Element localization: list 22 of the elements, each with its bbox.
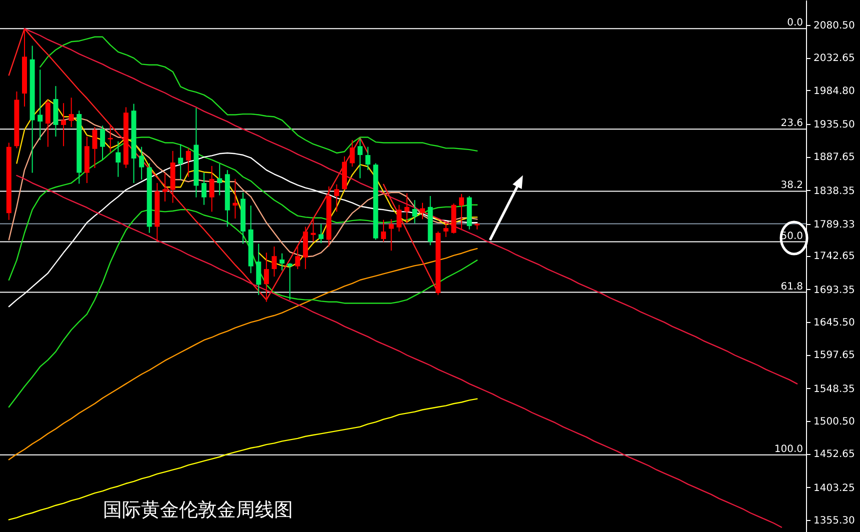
y-tick-label: 1887.65: [814, 152, 855, 164]
y-tick-label: 1693.35: [814, 284, 855, 296]
y-tick-label: 1500.50: [814, 416, 855, 428]
y-tick-label: 1789.33: [814, 219, 855, 230]
y-tick-label: 2080.50: [814, 20, 855, 32]
y-tick-label: 1548.35: [814, 384, 855, 395]
y-tick-label: 1838.35: [814, 186, 855, 197]
annotation: 38.2: [780, 180, 803, 192]
y-tick-label: 1452.65: [814, 449, 855, 460]
y-tick-label: 1742.65: [814, 251, 855, 262]
annotation: 61.8: [780, 281, 803, 292]
y-tick-label: 1645.50: [814, 318, 855, 328]
annotation: 0.0: [787, 18, 803, 29]
y-tick-label: 1984.80: [814, 86, 855, 97]
y-tick-label: 1355.30: [814, 516, 855, 527]
y-tick-label: 1597.65: [814, 350, 855, 362]
y-tick-label: 1935.50: [814, 119, 855, 130]
y-tick-label: 1403.25: [814, 482, 855, 494]
text: 国际黄金伦敦金周线图: [103, 499, 293, 521]
y-tick-label: 2032.65: [814, 53, 855, 64]
annotation: 23.6: [780, 118, 803, 130]
annotation: 100.0: [774, 444, 803, 455]
